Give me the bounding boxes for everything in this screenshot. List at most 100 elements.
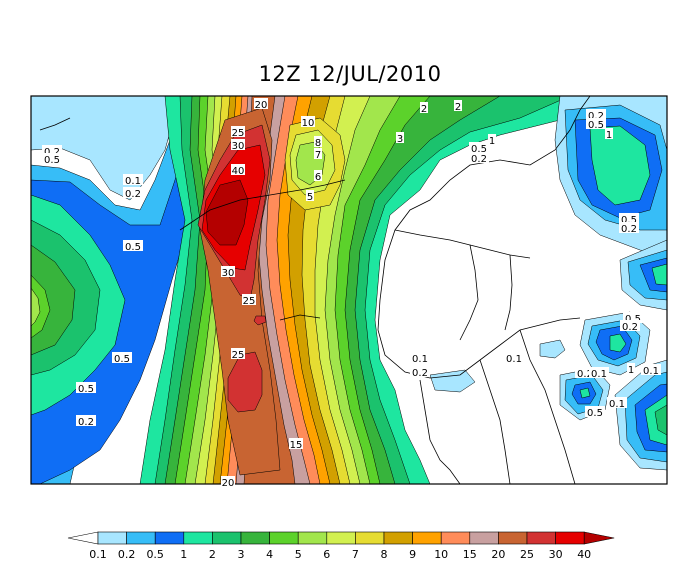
map-frame <box>30 95 668 485</box>
colorbar-box <box>469 531 499 545</box>
contour-label: 1 <box>489 136 495 147</box>
contour-label-bg <box>306 190 314 201</box>
contour-label: 0.2 <box>621 224 637 235</box>
colorbar-tick-label: 30 <box>549 548 563 561</box>
contour-label: 0.2 <box>412 368 428 379</box>
colorbar-box <box>183 531 213 545</box>
contour-label: 0.2 <box>577 369 593 380</box>
contour-label-bg <box>242 294 256 305</box>
colorbar-tick-label: 25 <box>520 548 534 561</box>
contour-label: 30 <box>232 141 245 152</box>
contour-label-bg <box>575 367 595 378</box>
colorbar-box <box>154 531 185 545</box>
colorbar-tick-label: 1 <box>180 548 187 561</box>
contour-blob-02 <box>429 369 476 393</box>
colorbar-box <box>97 531 127 545</box>
contour-label: 0.1 <box>506 354 522 365</box>
contour-label-bg <box>123 174 143 185</box>
contour-label-bg <box>605 128 613 139</box>
contour-label: 0.5 <box>471 144 487 155</box>
colorbar-arrow-high <box>583 531 615 545</box>
map-title: 12Z 12/JUL/2010 <box>258 62 442 86</box>
contour-label-bg <box>469 142 489 153</box>
colorbar-tick-label: 5 <box>295 548 302 561</box>
contour-label-bg <box>221 266 235 277</box>
contour-label-bg <box>123 240 143 251</box>
contour-label-bg <box>589 367 609 378</box>
contour-label: 0.1 <box>643 366 659 377</box>
colorbar-tick-label: 0.2 <box>118 548 136 561</box>
colorbar-tick-label: 9 <box>409 548 416 561</box>
contour-label-bg <box>42 153 62 164</box>
contour-label: 15 <box>290 440 303 451</box>
contour-label: 0.5 <box>114 354 130 365</box>
coastlines <box>39 96 591 484</box>
colorbar-box <box>383 531 413 545</box>
colorbar-box <box>126 531 156 545</box>
colorbar-tick-label: 0.1 <box>89 548 107 561</box>
contour-label: 0.1 <box>609 399 625 410</box>
contour-label: 0.5 <box>125 242 141 253</box>
contour-label-bg <box>623 312 643 323</box>
contour-label: 0.1 <box>591 369 607 380</box>
contour-label: 25 <box>232 350 245 361</box>
colorbar-tick-label: 40 <box>577 548 591 561</box>
contour-label-bg <box>42 145 62 156</box>
contour-label: 0.1 <box>412 354 428 365</box>
contour-label-bg <box>619 222 639 233</box>
contour-label: 0.2 <box>471 154 487 165</box>
contour-label-bg <box>289 438 303 449</box>
contour-label-bg <box>254 98 268 109</box>
colorbar-tick-label: 2 <box>209 548 216 561</box>
colorbar-box <box>498 531 528 545</box>
contour-label-bg <box>586 109 606 120</box>
colorbar-boxes <box>67 531 615 545</box>
contour-label-bg <box>607 397 627 408</box>
contour-label-bg <box>420 102 428 113</box>
contour-label: 25 <box>232 128 245 139</box>
contour-label: 3 <box>397 134 403 145</box>
colorbar-tick-label: 10 <box>434 548 448 561</box>
contour-label: 20 <box>255 100 268 111</box>
contour-label-bg <box>620 320 640 331</box>
contour-label-bg <box>76 382 96 393</box>
contour-label: 0.2 <box>78 417 94 428</box>
contour-label-bg <box>123 187 143 198</box>
contour-west-5 <box>31 287 41 327</box>
contour-label-bg <box>112 352 132 363</box>
contour-label: 30 <box>222 268 235 279</box>
contour-far-se-1 <box>644 394 667 446</box>
colorbar-tick-label: 20 <box>491 548 505 561</box>
contour-label: 1 <box>628 365 634 376</box>
contour-label-bg <box>221 476 235 487</box>
colorbar-tick-label: 15 <box>463 548 477 561</box>
colorbar-ticks: 0.1 0.2 0.5 1 2 3 4 5 6 7 8 9 10 15 20 25 30 40 <box>89 548 591 561</box>
contour-label: 0.5 <box>78 384 94 395</box>
contour-label-bg <box>454 100 462 111</box>
contour-label: 20 <box>222 478 235 489</box>
contour-label-bg <box>627 363 635 374</box>
contour-south-25 <box>227 351 263 413</box>
contour-label: 0.5 <box>588 120 604 131</box>
contour-label-bg <box>314 148 322 159</box>
contour-e-1 <box>651 263 667 286</box>
contour-label: 2 <box>455 102 461 113</box>
colorbar-box <box>355 531 385 545</box>
contour-label: 2 <box>421 104 427 115</box>
colorbar-box <box>240 531 270 545</box>
contour-ne-1 <box>589 125 651 206</box>
contour-label-bg <box>585 406 605 417</box>
contour-label: 7 <box>315 150 321 161</box>
contour-label: 0.1 <box>125 176 141 187</box>
contour-label-bg <box>504 352 524 363</box>
contour-label-bg <box>469 152 489 163</box>
contour-core-40 <box>205 179 249 246</box>
colorbar-box <box>297 531 328 545</box>
colorbar-arrow-low <box>67 531 99 545</box>
contour-label: 6 <box>315 172 321 183</box>
colorbar-box <box>412 531 442 545</box>
contour-label-bg <box>619 213 639 224</box>
colorbar-tick-label: 6 <box>323 548 330 561</box>
